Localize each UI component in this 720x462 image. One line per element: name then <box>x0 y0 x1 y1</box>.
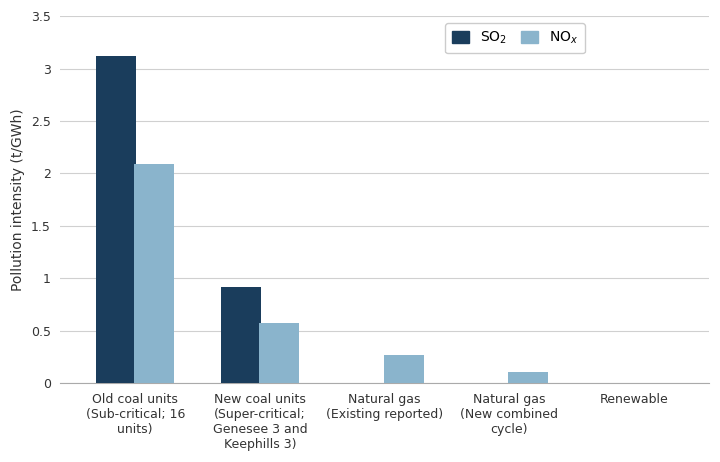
Bar <box>508 371 548 383</box>
Bar <box>259 323 299 383</box>
Y-axis label: Pollution intensity (t/GWh): Pollution intensity (t/GWh) <box>11 108 25 291</box>
Bar <box>384 355 423 383</box>
Bar <box>221 287 261 383</box>
Bar <box>134 164 174 383</box>
Bar <box>96 56 136 383</box>
Legend: SO$_2$, NO$_x$: SO$_2$, NO$_x$ <box>446 23 585 53</box>
